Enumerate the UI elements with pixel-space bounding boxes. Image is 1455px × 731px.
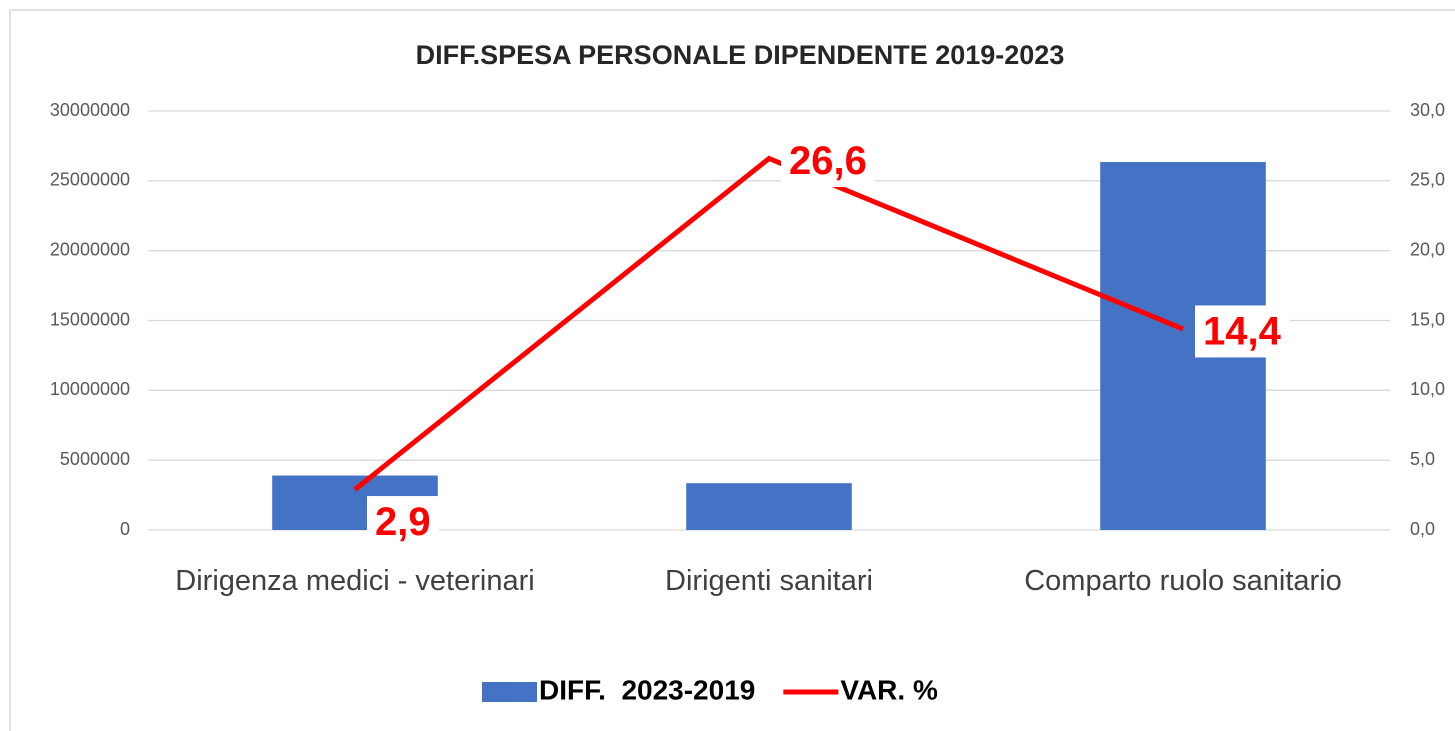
data-label: 2,9 [375,500,431,544]
line [353,155,1184,492]
y2-tick-label: 20,0 [1410,239,1445,259]
data-label-bg [1195,305,1290,358]
y2-tick-label: 15,0 [1410,309,1445,329]
chart-border [9,9,1455,731]
data-label-group: 14,4 [1195,305,1290,358]
data-label-bg [781,135,875,188]
y-tick-label: 0 [120,519,130,539]
y-tick-label: 25000000 [50,170,130,190]
data-label-group: 2,9 [367,496,439,549]
y2-tick-label: 30,0 [1410,100,1445,120]
y2-tick-label: 25,0 [1410,170,1445,190]
y-tick-label: 10000000 [50,379,130,399]
y-tick-label: 5000000 [60,449,130,469]
y2-tick-label: 5,0 [1410,449,1435,469]
y-tick-label: 20000000 [50,239,130,259]
data-label-group: 26,6 [781,135,875,188]
x-tick-label: Dirigenza medici - veterinari [175,565,535,597]
bar [686,483,852,530]
data-label: 26,6 [789,139,867,183]
x-tick-label: Comparto ruolo sanitario [1024,565,1342,597]
legend-label: VAR. % [840,674,938,705]
legend-swatch [482,682,537,702]
chart-title: DIFF.SPESA PERSONALE DIPENDENTE 2019-202… [416,40,1065,70]
y2-tick-label: 0,0 [1410,519,1435,539]
legend-label: DIFF. 2023-2019 [539,674,755,705]
y-tick-label: 15000000 [50,309,130,329]
data-label: 14,4 [1203,309,1282,353]
y2-tick-label: 10,0 [1410,379,1445,399]
x-tick-label: Dirigenti sanitari [665,565,873,597]
y-tick-label: 30000000 [50,100,130,120]
data-label-bg [367,496,439,549]
